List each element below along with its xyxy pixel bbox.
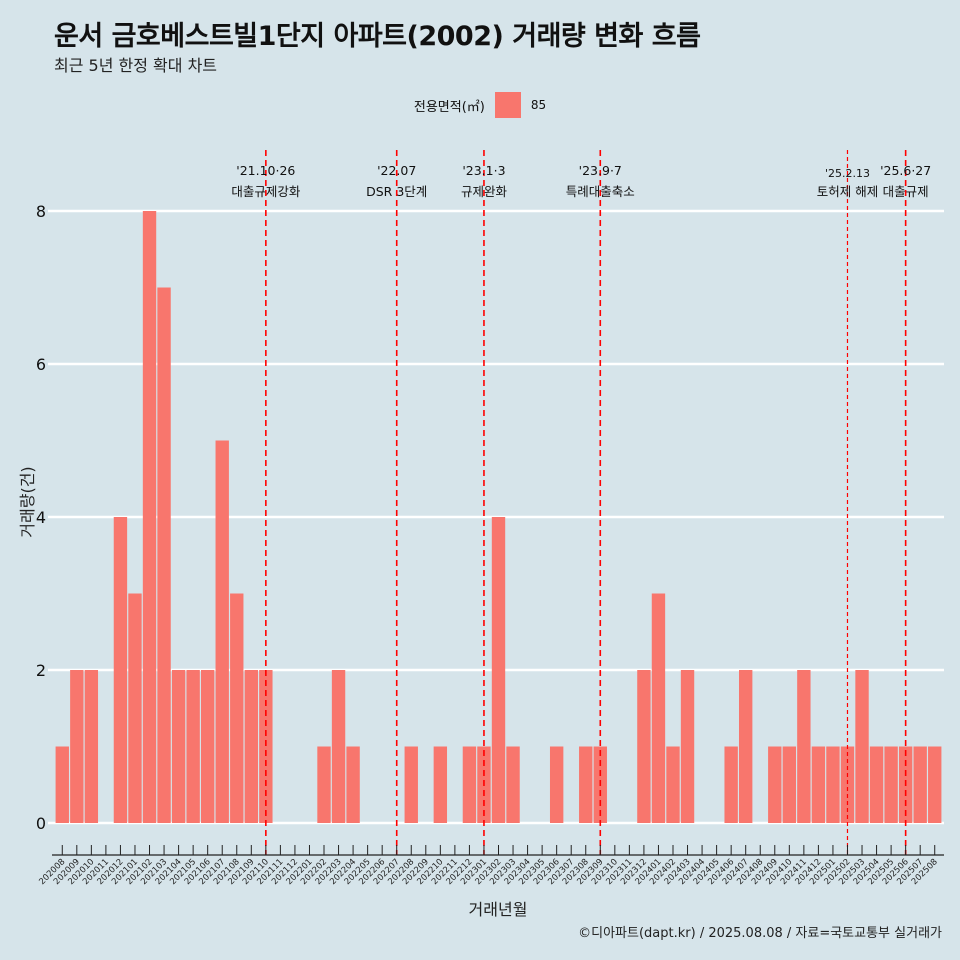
y-tick-label: 8 [36, 202, 46, 221]
bar [840, 746, 855, 823]
event-label: 특례대출축소 [566, 184, 635, 199]
bar [84, 670, 99, 823]
bar [186, 670, 200, 823]
legend: 전용면적(㎡) 85 [0, 92, 960, 118]
event-label: DSR 3단계 [366, 184, 427, 199]
bar [651, 593, 666, 823]
bar [404, 746, 418, 823]
bar [113, 517, 128, 823]
chart-subtitle: 최근 5년 한정 확대 차트 [54, 56, 218, 75]
bar [55, 746, 69, 823]
bar [869, 746, 884, 823]
bar [782, 746, 797, 823]
bar [259, 670, 273, 823]
bar [491, 517, 506, 823]
bar [346, 746, 360, 823]
event-date: '21.10·26 [236, 163, 295, 178]
legend-title: 전용면적(㎡) [413, 99, 485, 115]
bar [230, 593, 244, 823]
bar [724, 746, 738, 823]
bar [549, 746, 564, 823]
y-tick-label: 4 [36, 508, 46, 527]
y-tick-label: 2 [36, 661, 46, 680]
bar [768, 746, 782, 823]
bar [128, 593, 142, 823]
bar [317, 746, 331, 823]
event-date: '23.1·3 [462, 163, 505, 178]
bar [579, 746, 593, 823]
bar [797, 670, 811, 823]
y-axis-title: 거래량(건) [18, 466, 37, 537]
bar [433, 746, 448, 823]
bar [244, 670, 258, 823]
event-label: 대출규제 [883, 184, 929, 199]
bar [462, 746, 477, 823]
bar [855, 670, 869, 823]
chart-title: 운서 금호베스트빌1단지 아파트(2002) 거래량 변화 흐름 [54, 21, 701, 52]
x-axis-title: 거래년월 [469, 900, 528, 919]
event-label: 토허제 해제 [817, 184, 878, 199]
bar [884, 746, 898, 823]
bar [157, 287, 171, 823]
bar [171, 670, 186, 823]
bar [142, 211, 157, 823]
legend-swatch [494, 92, 521, 118]
bar [913, 746, 927, 823]
event-label: 규제완화 [461, 184, 508, 199]
event-date: '25.6·27 [880, 163, 931, 178]
source-caption: ©디아파트(dapt.kr) / 2025.08.08 / 자료=국토교통부 실… [578, 926, 942, 941]
legend-entry: 85 [530, 98, 547, 112]
bar [506, 746, 520, 823]
bar [928, 746, 942, 823]
y-tick-label: 6 [36, 355, 46, 374]
bar [331, 670, 346, 823]
event-label: 대출규제강화 [231, 184, 301, 199]
bar [666, 746, 680, 823]
y-tick-label: 0 [36, 814, 46, 833]
bar [70, 670, 84, 823]
event-date: '25.2.13 [825, 167, 870, 180]
event-date: '22.07 [377, 163, 416, 178]
bar [739, 670, 753, 823]
bar [826, 746, 840, 823]
bar [637, 670, 651, 823]
event-date: '23.9·7 [579, 163, 622, 178]
bar [680, 670, 695, 823]
bar [215, 440, 229, 823]
bar [811, 746, 826, 823]
bar [200, 670, 215, 823]
